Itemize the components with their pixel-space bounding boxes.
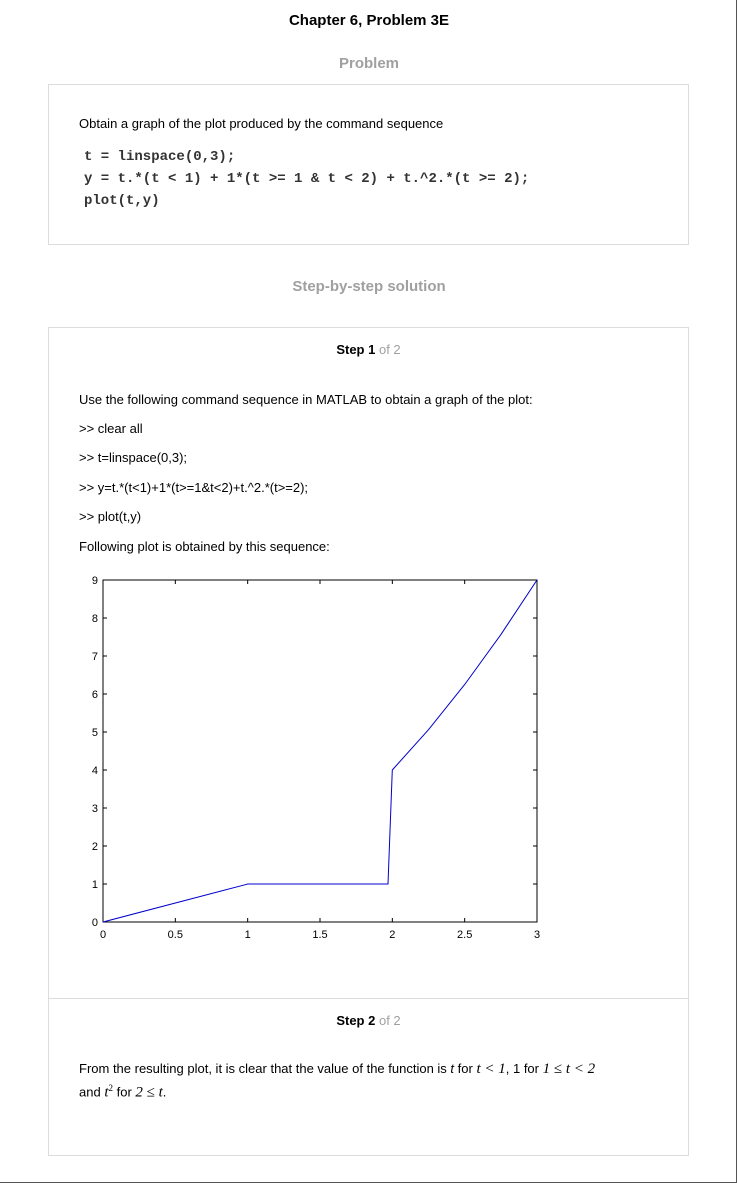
step-1-intro: Use the following command sequence in MA…: [79, 392, 533, 407]
command-line-4: >> plot(t,y): [79, 509, 142, 524]
x-tick-label: 2: [389, 929, 395, 941]
step-1-label: Step 1 of 2: [48, 342, 689, 357]
y-tick-label: 9: [92, 575, 98, 587]
command-line-2: >> t=linspace(0,3);: [79, 450, 188, 465]
y-tick-label: 6: [92, 689, 98, 701]
step-2-text-start: From the resulting plot, it is clear tha…: [79, 1061, 451, 1076]
code-line-3: plot(t,y): [84, 193, 160, 209]
step-2-sentence-line-1: From the resulting plot, it is clear tha…: [79, 1061, 595, 1078]
plot-area-frame: [102, 579, 538, 923]
problem-statement: Obtain a graph of the plot produced by t…: [79, 116, 444, 131]
y-tick-label: 0: [92, 917, 98, 929]
step-divider: [48, 998, 689, 999]
t-squared-exponent: 2: [108, 1083, 113, 1093]
code-line-2: y = t.*(t < 1) + 1*(t >= 1 & t < 2) + t.…: [84, 171, 530, 187]
code-line-1: t = linspace(0,3);: [84, 149, 236, 165]
condition-t-ge-2: 2 ≤ t: [135, 1084, 163, 1101]
step-1-outro: Following plot is obtained by this seque…: [79, 539, 330, 554]
x-tick-label: 0.5: [168, 929, 183, 941]
x-tick-label: 0: [100, 929, 106, 941]
problem-heading: Problem: [338, 55, 399, 72]
step-2-for-2: for: [112, 1084, 136, 1100]
page-title: Chapter 6, Problem 3E: [288, 12, 450, 29]
series-line: [102, 579, 538, 923]
step-1-number: Step 1: [336, 342, 376, 357]
y-tick-label: 1: [92, 879, 98, 891]
solution-heading: Step-by-step solution: [292, 278, 446, 295]
step-2-number: Step 2: [336, 1013, 376, 1028]
condition-t-less-1: t < 1: [476, 1061, 506, 1077]
command-line-1: >> clear all: [79, 421, 143, 436]
y-tick-label: 4: [92, 765, 98, 777]
step-2-and: and: [79, 1084, 105, 1100]
condition-1-to-2: 1 ≤ t < 2: [542, 1061, 596, 1077]
x-tick-label: 1: [245, 929, 251, 941]
step-2-t-variable: t: [450, 1061, 455, 1076]
t-squared-base: t: [104, 1084, 109, 1101]
step-2-period: .: [162, 1084, 167, 1100]
y-tick-label: 3: [92, 803, 98, 815]
step-2-label: Step 2 of 2: [48, 1013, 689, 1028]
x-tick-label: 1.5: [312, 929, 327, 941]
command-line-3: >> y=t.*(t<1)+1*(t>=1&t<2)+t.^2.*(t>=2);: [79, 480, 309, 495]
step-1-total: of 2: [378, 342, 401, 357]
y-tick-label: 8: [92, 613, 98, 625]
y-tick-label: 2: [92, 841, 98, 853]
x-tick-label: 3: [534, 929, 540, 941]
step-2-for-1: for: [454, 1061, 477, 1076]
y-tick-label: 7: [92, 651, 98, 663]
x-tick-label: 2.5: [457, 929, 472, 941]
step-2-sentence-line-2: and t2 for 2 ≤ t.: [79, 1083, 166, 1101]
y-tick-label: 5: [92, 727, 98, 739]
step-2-one-for: , 1 for: [505, 1061, 543, 1076]
step-2-total: of 2: [378, 1013, 401, 1028]
problem-box: [48, 84, 689, 245]
line-chart: 0 0.5 1 1.5 2 2.5 3 0 1 2 3 4 5 6 7 8 9: [92, 575, 540, 941]
